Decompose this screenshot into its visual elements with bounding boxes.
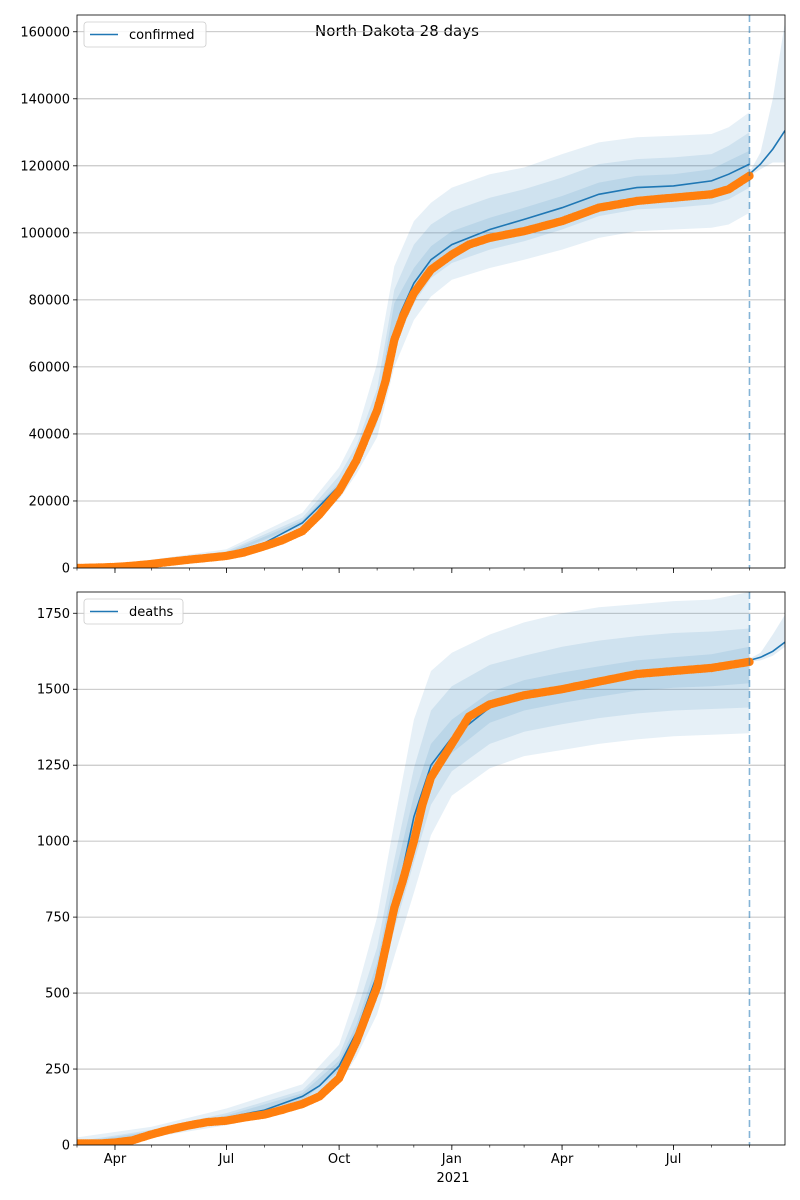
y-tick-label: 750 xyxy=(45,911,70,926)
legend: confirmed xyxy=(83,21,207,48)
x-tick-label: Jul xyxy=(218,1152,235,1167)
plot-area xyxy=(77,592,785,1145)
observed-series xyxy=(77,657,754,1145)
x-tick-label: Apr xyxy=(104,1152,127,1167)
forecast-line xyxy=(749,641,785,662)
forecast-band xyxy=(749,614,785,662)
y-tick-label: 1500 xyxy=(37,683,70,698)
uncertainty-band-3 xyxy=(77,150,750,568)
y-tick-label: 500 xyxy=(45,987,70,1002)
y-tick-label: 0 xyxy=(62,1139,70,1154)
forecast-band xyxy=(749,21,785,176)
x-tick-label: Jan xyxy=(441,1152,462,1167)
y-tick-label: 1750 xyxy=(37,607,70,622)
x-year-label: 2021 xyxy=(436,1171,469,1186)
legend-box xyxy=(83,21,207,48)
axes-frame xyxy=(76,591,786,1146)
deaths-panel: 0 250 500 750 1000 1250 1500 1750 Apr Jul Oct Jan Ap… xyxy=(37,591,786,1167)
axes-frame xyxy=(76,14,786,569)
y-tick-label: 60000 xyxy=(29,360,70,375)
chart-title: North Dakota 28 days xyxy=(315,22,479,40)
x-tick-label: Jul xyxy=(665,1152,682,1167)
uncertainty-band-1 xyxy=(77,112,750,568)
legend-box xyxy=(83,598,184,625)
x-tick-label: Apr xyxy=(551,1152,574,1167)
x-tick-label: Oct xyxy=(328,1152,350,1167)
y-tick-label: 1250 xyxy=(37,759,70,774)
forecast-line xyxy=(748,130,785,175)
legend-label: deaths xyxy=(129,605,174,620)
y-tick-label: 40000 xyxy=(29,427,70,442)
observed-series xyxy=(77,171,754,568)
y-tick-label: 140000 xyxy=(20,92,70,107)
confirmed-panel: 0 20000 40000 60000 80000 100000 120000 140000 1… xyxy=(20,14,786,577)
plot-area xyxy=(77,21,785,568)
uncertainty-band-2 xyxy=(77,628,750,1145)
y-tick-label: 250 xyxy=(45,1063,70,1078)
legend: deaths xyxy=(83,598,184,625)
y-tick-label: 160000 xyxy=(20,25,70,40)
y-tick-label: 20000 xyxy=(29,494,70,509)
y-tick-label: 1000 xyxy=(37,835,70,850)
y-tick-label: 80000 xyxy=(29,293,70,308)
y-tick-label: 0 xyxy=(62,562,70,577)
uncertainty-band-1 xyxy=(77,592,750,1145)
uncertainty-band-2 xyxy=(77,132,750,568)
y-tick-label: 120000 xyxy=(20,159,70,174)
legend-label: confirmed xyxy=(129,28,195,43)
y-tick-label: 100000 xyxy=(20,226,70,241)
